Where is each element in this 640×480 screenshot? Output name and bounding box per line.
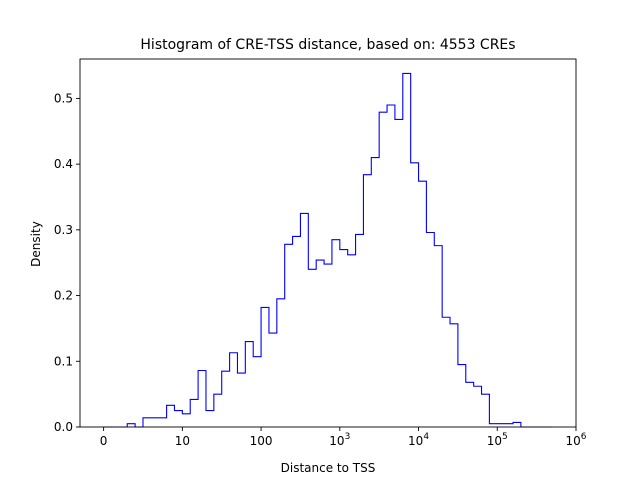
y-tick-label: 0.2 <box>54 289 73 303</box>
y-tick-label: 0.4 <box>54 157 73 171</box>
y-axis-label: Density <box>29 221 43 267</box>
y-tick-label: 0.0 <box>54 420 73 434</box>
x-tick-label: 104 <box>408 432 429 448</box>
plot-area: 0 10 100 103 104 105 106 0.0 0.1 0.2 0.3 0.4 0.5 <box>54 58 587 448</box>
x-tick-label: 0 <box>100 434 108 448</box>
y-tick-label: 0.3 <box>54 223 73 237</box>
y-tick-label: 0.1 <box>54 354 73 368</box>
axes-frame <box>79 58 577 428</box>
x-tick-label: 105 <box>487 432 508 448</box>
histogram-outline <box>103 72 553 428</box>
x-tick-label: 106 <box>565 432 586 448</box>
chart-title: Histogram of CRE-TSS distance, based on:… <box>140 37 515 53</box>
x-tick-label: 103 <box>329 432 350 448</box>
y-tick-label: 0.5 <box>54 91 73 105</box>
x-tick-label: 100 <box>250 434 273 448</box>
x-axis-label: Distance to TSS <box>281 461 376 475</box>
x-tick-label: 10 <box>175 434 190 448</box>
